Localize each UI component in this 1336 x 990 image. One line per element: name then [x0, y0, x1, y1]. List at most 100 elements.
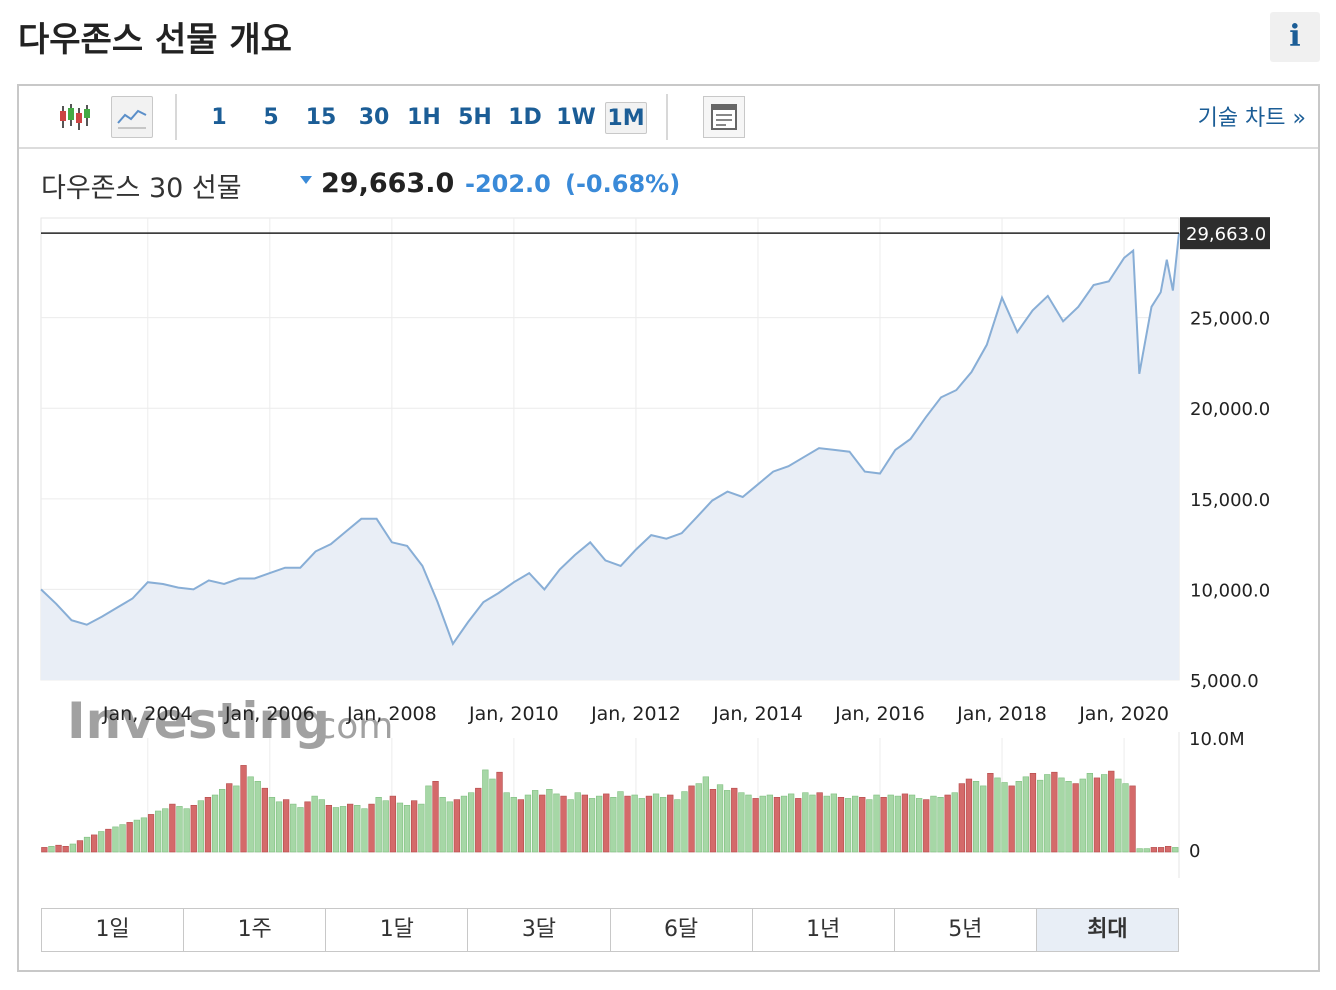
interval-1d[interactable]: 1D — [508, 105, 542, 130]
volume-bar — [1065, 780, 1072, 853]
volume-bar — [702, 776, 709, 853]
watermark-brand: Investing — [67, 692, 330, 750]
volume-bar — [261, 787, 268, 853]
range-button[interactable]: 1주 — [184, 909, 327, 951]
toolbar-divider — [175, 94, 177, 140]
last-price-marker — [1180, 217, 1270, 250]
x-tick-label: Jan, 2008 — [346, 703, 437, 725]
interval-1w[interactable]: 1W — [556, 105, 596, 130]
volume-bar — [1172, 847, 1179, 853]
x-tick-label: Jan, 2014 — [712, 703, 803, 725]
volume-bar — [795, 798, 802, 853]
volume-bar — [76, 840, 84, 853]
volume-bar — [453, 799, 460, 853]
range-selector: 1일 1주 1달 3달 6달 1년 5년 최대 — [41, 908, 1179, 952]
volume-bar — [254, 780, 261, 853]
volume-bar — [681, 791, 688, 853]
volume-bar — [119, 824, 126, 853]
volume-bar — [211, 794, 219, 853]
volume-bar — [368, 803, 375, 853]
volume-bar — [439, 796, 446, 853]
last-price-label: 29,663.0 — [1186, 224, 1266, 245]
volume-bar — [659, 796, 667, 853]
range-button[interactable]: 1일 — [42, 909, 185, 951]
volume-bar — [752, 798, 759, 853]
volume-bar — [965, 778, 973, 853]
technical-chart-link[interactable]: 기술 차트 » — [1197, 106, 1306, 131]
price-line — [40, 233, 1180, 646]
volume-bar — [723, 790, 731, 853]
volume-bar — [837, 796, 845, 853]
volume-bar — [873, 794, 880, 853]
volume-bar — [1101, 774, 1108, 853]
volume-bar — [674, 799, 681, 853]
x-tick-label: Jan, 2018 — [956, 703, 1047, 725]
volume-bar — [908, 794, 916, 853]
volume-bar — [311, 795, 318, 853]
x-tick-label: Jan, 2004 — [102, 703, 193, 725]
interval-5[interactable]: 5 — [263, 105, 279, 130]
last-price: 29,663.0 — [321, 168, 455, 199]
info-button[interactable]: i — [1270, 12, 1320, 62]
interval-5h[interactable]: 5H — [458, 105, 492, 130]
volume-bar — [332, 807, 340, 853]
volume-bar — [901, 793, 909, 853]
volume-bar — [994, 777, 1001, 853]
price-area — [41, 233, 1179, 680]
volume-bar — [176, 806, 183, 853]
volume-bar — [731, 787, 738, 853]
candlestick-icon[interactable] — [53, 96, 95, 138]
x-tick-label: Jan, 2006 — [224, 703, 315, 725]
volume-bars — [41, 765, 1179, 853]
volume-bar — [162, 808, 169, 853]
volume-bar — [183, 808, 190, 853]
volume-bar — [972, 780, 980, 853]
volume-bar — [418, 803, 425, 853]
line-chart-icon[interactable] — [111, 96, 153, 138]
volume-bar — [197, 800, 204, 853]
volume-bar — [240, 765, 247, 853]
volume-bar — [574, 792, 581, 853]
range-button[interactable]: 최대 — [1036, 909, 1178, 951]
volume-bar — [169, 803, 176, 853]
range-button[interactable]: 3달 — [468, 909, 611, 951]
volume-bar — [62, 845, 69, 853]
volume-bar — [809, 794, 816, 853]
interval-1m[interactable]: 1M — [605, 102, 647, 134]
volume-bar — [1157, 847, 1165, 853]
volume-bar — [290, 803, 297, 853]
layout-icon[interactable] — [703, 96, 745, 138]
volume-bar — [610, 796, 617, 853]
interval-15[interactable]: 15 — [305, 105, 337, 130]
volume-bar — [802, 792, 809, 853]
page-title: 다우존스 선물 개요 — [18, 20, 292, 60]
volume-tick-label: 0 — [1189, 841, 1200, 862]
price-chart[interactable]: Investing .com 29,663.0 5,000.0 10,000.0 1… — [19, 206, 1317, 896]
chart-widget: 1 5 15 30 1H 5H 1D 1W 1M 기술 차트 » 다우존스 30 선물 29,6… — [17, 84, 1320, 972]
instrument-name: 다우존스 30 선물 — [41, 173, 242, 204]
volume-bar — [1001, 782, 1008, 853]
volume-bar — [887, 794, 894, 853]
volume-bar — [1086, 772, 1093, 853]
interval-1h[interactable]: 1H — [407, 105, 441, 130]
volume-bar — [951, 792, 958, 853]
volume-bar — [339, 806, 347, 853]
volume-bar — [282, 799, 290, 853]
volume-bar — [1108, 770, 1115, 853]
volume-bar — [389, 795, 396, 853]
volume-bar — [190, 804, 197, 853]
range-button[interactable]: 5년 — [895, 909, 1037, 951]
range-button[interactable]: 1년 — [753, 909, 895, 951]
volume-axis: 10.0M 0 — [1189, 729, 1245, 862]
interval-30[interactable]: 30 — [358, 105, 390, 130]
volume-bar — [581, 794, 588, 853]
volume-bar — [531, 790, 539, 853]
interval-1[interactable]: 1 — [211, 105, 227, 130]
volume-bar — [695, 783, 702, 853]
volume-bar — [539, 794, 546, 853]
volume-bar — [105, 828, 112, 853]
range-button[interactable]: 6달 — [611, 909, 753, 951]
volume-bar — [1150, 847, 1157, 853]
volume-bar — [745, 794, 752, 853]
range-button[interactable]: 1달 — [326, 909, 469, 951]
